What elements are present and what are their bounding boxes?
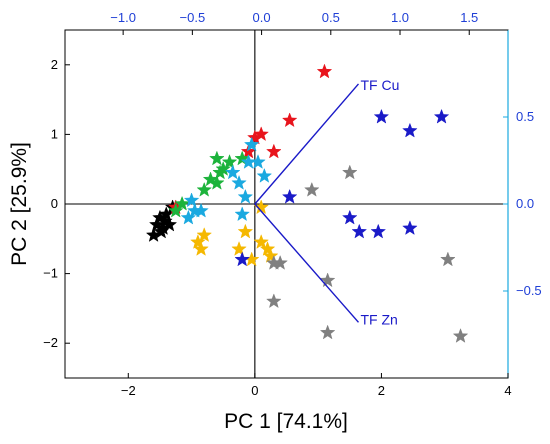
data-point-star	[247, 129, 263, 145]
loading-label: TF Cu	[360, 77, 399, 93]
data-point-star	[231, 174, 247, 190]
data-point-star	[221, 154, 238, 169]
top-tick-label: 0.0	[253, 10, 271, 25]
data-point-star	[281, 188, 298, 204]
x-tick-label: 4	[504, 383, 511, 398]
data-point-star	[266, 293, 282, 309]
data-point-star	[266, 143, 282, 159]
data-point-star	[234, 251, 251, 267]
data-point-star	[316, 63, 333, 79]
data-point-star	[243, 136, 260, 152]
top-tick-label: 0.5	[322, 10, 340, 25]
x-tick-label: −2	[121, 383, 136, 398]
data-point-star	[224, 164, 241, 180]
x-tick-label: 2	[378, 383, 385, 398]
data-point-star	[190, 234, 206, 249]
data-point-star	[253, 126, 269, 142]
data-point-star	[174, 195, 190, 211]
loading-label: TF Zn	[360, 311, 397, 327]
right-tick-label: 0.5	[516, 109, 534, 124]
data-point-star	[193, 241, 209, 256]
data-point-star	[402, 122, 418, 138]
loading-vector	[254, 83, 360, 205]
right-tick-label: −0.5	[516, 283, 542, 298]
data-point-star	[202, 171, 219, 187]
data-point-star	[402, 220, 418, 236]
top-tick-label: −1.0	[110, 10, 136, 25]
data-point-star	[196, 227, 213, 242]
data-point-star	[304, 181, 320, 197]
data-point-star	[153, 223, 170, 239]
data-point-star	[167, 202, 184, 218]
data-point-star	[256, 167, 273, 183]
data-point-star	[319, 324, 336, 340]
x-axis-title: PC 1 [74.1%]	[224, 410, 348, 433]
data-point-star	[373, 108, 390, 124]
data-point-star	[272, 254, 288, 270]
y-tick-label: −2	[43, 335, 58, 350]
loading-vectors: TF Cu TF Zn	[254, 77, 399, 327]
data-point-star	[237, 223, 254, 239]
y-tick-label: −1	[43, 266, 58, 281]
top-tick-label: −0.5	[180, 10, 206, 25]
data-point-star	[196, 181, 213, 197]
data-point-star	[452, 328, 469, 343]
data-point-star	[209, 174, 225, 190]
data-points	[145, 63, 469, 343]
data-point-star	[231, 241, 247, 256]
data-point-star	[234, 206, 251, 222]
data-point-star	[281, 112, 298, 128]
data-point-star	[209, 150, 225, 166]
right-tick-label: 0.0	[516, 196, 534, 211]
data-point-star	[193, 202, 209, 218]
data-point-star	[237, 188, 254, 204]
data-point-star	[319, 272, 336, 288]
data-point-star	[440, 251, 456, 267]
data-point-star	[234, 150, 251, 166]
data-point-star	[351, 223, 368, 239]
data-point-star	[183, 192, 200, 208]
y-axis-title: PC 2 [25.9%]	[8, 142, 31, 266]
top-tick-label: 1.5	[460, 10, 478, 25]
data-point-star	[341, 164, 358, 180]
data-point-star	[262, 247, 279, 263]
data-point-star	[433, 108, 450, 124]
data-point-star	[259, 241, 276, 256]
y-tick-label: 1	[51, 126, 58, 141]
data-point-star	[370, 223, 387, 239]
data-point-star	[250, 154, 266, 169]
data-point-star	[157, 213, 173, 229]
x-tick-label: 0	[251, 383, 258, 398]
y-tick-label: 2	[51, 57, 58, 72]
loading-vector	[254, 203, 360, 323]
data-point-star	[253, 234, 269, 249]
data-point-star	[180, 209, 197, 225]
top-tick-label: 1.0	[391, 10, 409, 25]
y-tick-label: 0	[51, 196, 58, 211]
axis-ticks: −2 0 2 4 −2 −1 0 1 2 −1.0 −0.5 0.0 0.5 1.0 1.5 0.5 0.0 −0…	[43, 10, 542, 398]
data-point-star	[341, 209, 358, 225]
